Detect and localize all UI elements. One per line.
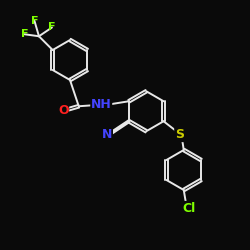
Text: O: O: [58, 104, 68, 117]
Text: N: N: [102, 128, 112, 141]
Text: Cl: Cl: [182, 202, 196, 214]
Text: F: F: [48, 22, 56, 32]
Text: F: F: [21, 29, 28, 39]
Text: NH: NH: [91, 98, 112, 112]
Text: F: F: [31, 16, 38, 26]
Text: S: S: [175, 128, 184, 141]
